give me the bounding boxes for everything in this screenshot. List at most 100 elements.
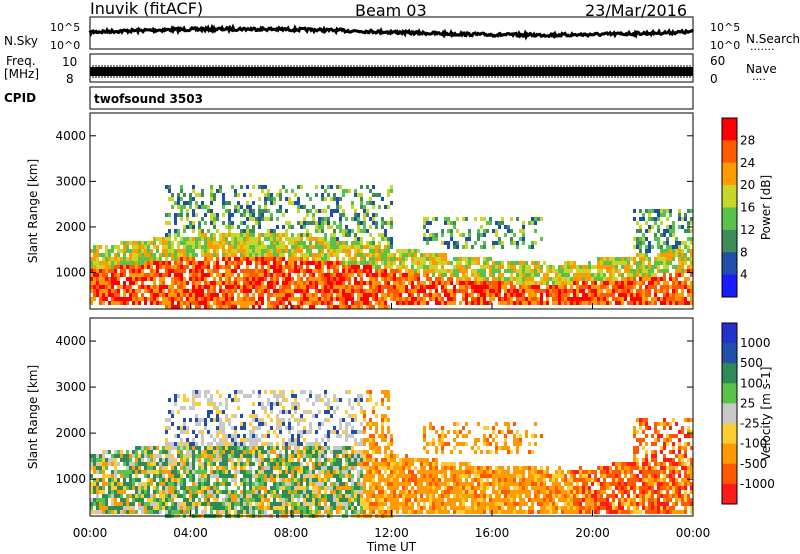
range-gate-cell — [333, 426, 336, 430]
range-gate-cell — [120, 498, 123, 502]
range-gate-cell — [189, 474, 192, 478]
range-gate-cell — [207, 446, 210, 450]
range-gate-cell — [690, 257, 693, 261]
range-gate-cell — [495, 269, 498, 273]
range-gate-cell — [420, 297, 423, 301]
range-gate-cell — [123, 281, 126, 285]
range-gate-cell — [114, 277, 117, 281]
range-gate-cell — [243, 253, 246, 257]
range-gate-cell — [207, 261, 210, 265]
range-gate-cell — [267, 257, 270, 261]
range-gate-cell — [570, 301, 573, 305]
range-gate-cell — [375, 277, 378, 281]
range-gate-cell — [231, 241, 234, 245]
range-gate-cell — [282, 285, 285, 289]
range-gate-cell — [165, 301, 168, 305]
range-gate-cell — [366, 229, 369, 233]
date-title: 23/Mar/2016 — [585, 1, 688, 20]
range-gate-cell — [228, 285, 231, 289]
range-gate-cell — [357, 297, 360, 301]
range-gate-cell — [381, 217, 384, 221]
range-gate-cell — [279, 454, 282, 458]
range-gate-cell — [141, 462, 144, 466]
range-gate-cell — [489, 273, 492, 277]
range-gate-cell — [153, 478, 156, 482]
range-gate-cell — [678, 209, 681, 213]
range-gate-cell — [165, 233, 168, 237]
range-gate-cell — [234, 446, 237, 450]
range-gate-cell — [519, 301, 522, 305]
range-gate-cell — [294, 245, 297, 249]
range-gate-cell — [291, 225, 294, 229]
range-gate-cell — [270, 390, 273, 394]
range-gate-cell — [180, 462, 183, 466]
range-gate-cell — [126, 241, 129, 245]
range-gate-cell — [633, 237, 636, 241]
range-gate-cell — [324, 390, 327, 394]
range-gate-cell — [561, 265, 564, 269]
range-gate-cell — [252, 225, 255, 229]
range-gate-cell — [369, 245, 372, 249]
range-gate-cell — [117, 490, 120, 494]
range-gate-cell — [204, 285, 207, 289]
range-gate-cell — [141, 281, 144, 285]
range-gate-cell — [336, 281, 339, 285]
range-gate-cell — [639, 289, 642, 293]
range-gate-cell — [270, 502, 273, 506]
range-gate-cell — [663, 273, 666, 277]
range-gate-cell — [294, 237, 297, 241]
range-gate-cell — [492, 273, 495, 277]
range-gate-cell — [117, 273, 120, 277]
range-gate-cell — [564, 281, 567, 285]
range-gate-cell — [327, 506, 330, 510]
range-gate-cell — [108, 494, 111, 498]
range-gate-cell — [177, 410, 180, 414]
range-gate-cell — [390, 185, 393, 189]
range-gate-cell — [162, 462, 165, 466]
range-gate-cell — [663, 209, 666, 213]
range-gate-cell — [630, 257, 633, 261]
range-gate-cell — [111, 510, 114, 514]
range-gate-cell — [243, 305, 246, 309]
range-gate-cell — [564, 289, 567, 293]
range-gate-cell — [231, 249, 234, 253]
range-gate-cell — [243, 434, 246, 438]
range-gate-cell — [246, 185, 249, 189]
range-gate-cell — [564, 269, 567, 273]
range-gate-cell — [117, 253, 120, 257]
range-gate-cell — [132, 482, 135, 486]
range-gate-cell — [150, 494, 153, 498]
range-gate-cell — [213, 486, 216, 490]
range-gate-cell — [681, 273, 684, 277]
range-gate-cell — [255, 474, 258, 478]
range-gate-cell — [291, 257, 294, 261]
range-gate-cell — [372, 261, 375, 265]
range-gate-cell — [174, 402, 177, 406]
range-gate-cell — [588, 293, 591, 297]
range-gate-cell — [165, 261, 168, 265]
range-gate-cell — [603, 301, 606, 305]
range-gate-cell — [489, 221, 492, 225]
range-gate-cell — [444, 217, 447, 221]
range-gate-cell — [321, 486, 324, 490]
range-gate-cell — [204, 446, 207, 450]
range-gate-cell — [123, 241, 126, 245]
range-gate-cell — [621, 257, 624, 261]
range-gate-cell — [393, 285, 396, 289]
range-gate-cell — [657, 217, 660, 221]
range-gate-cell — [216, 454, 219, 458]
range-gate-cell — [90, 502, 93, 506]
range-gate-cell — [330, 277, 333, 281]
range-gate-cell — [387, 221, 390, 225]
range-gate-cell — [534, 289, 537, 293]
range-gate-cell — [195, 201, 198, 205]
range-gate-cell — [420, 285, 423, 289]
range-gate-cell — [192, 197, 195, 201]
range-gate-cell — [231, 398, 234, 402]
range-gate-cell — [183, 285, 186, 289]
range-gate-cell — [237, 193, 240, 197]
range-gate-cell — [318, 289, 321, 293]
range-gate-cell — [258, 293, 261, 297]
range-gate-cell — [216, 482, 219, 486]
range-gate-cell — [171, 490, 174, 494]
